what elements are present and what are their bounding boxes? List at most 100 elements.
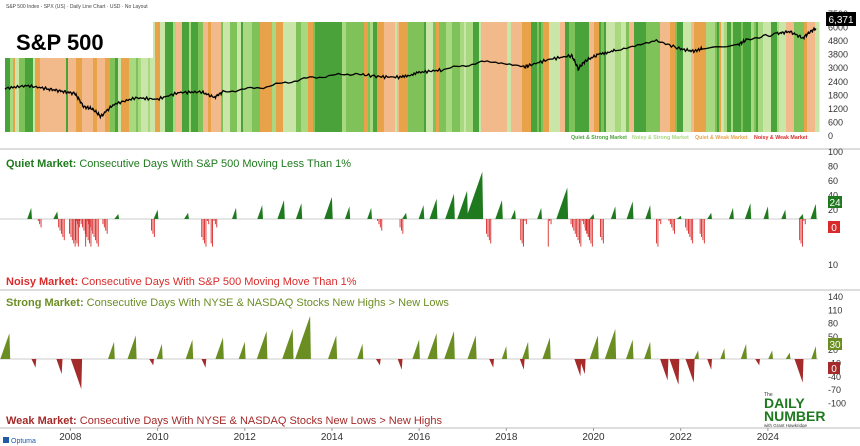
- noisy-market-label: Noisy Market: Consecutive Days With S&P …: [6, 276, 357, 288]
- noisy-market-bar: [96, 219, 98, 244]
- regime-band: [118, 22, 122, 132]
- regime-band: [777, 22, 780, 132]
- regime-band: [601, 22, 605, 132]
- strong-market-spike: [644, 341, 651, 359]
- regime-band: [115, 22, 119, 132]
- quiet-market-spike: [257, 205, 263, 219]
- x-tick-label: 2008: [59, 432, 82, 443]
- weak-market-spike: [660, 359, 669, 381]
- noisy-market-bar: [591, 219, 593, 247]
- quiet-market-spike: [153, 209, 159, 219]
- regime-band: [150, 22, 156, 132]
- regime-band: [252, 22, 261, 132]
- noisy-market-bar: [71, 219, 73, 241]
- regime-band: [583, 22, 590, 132]
- quiet-market-spike: [511, 209, 516, 219]
- noisy-market-bar: [550, 219, 552, 225]
- noisy-market-bar: [803, 219, 805, 221]
- regime-band: [5, 22, 11, 132]
- noisy-market-bar: [76, 219, 78, 244]
- regime-band: [129, 22, 137, 132]
- noisy-market-bar: [216, 219, 218, 228]
- weak-market-spike: [574, 359, 582, 377]
- regime-band: [370, 22, 374, 132]
- strong-label-rest: Consecutive Days With NYSE & NASDAQ Stoc…: [84, 297, 450, 309]
- noisy-market-bar: [102, 219, 104, 225]
- quiet-market-spike: [465, 171, 484, 219]
- regime-band: [296, 22, 302, 132]
- noisy-market-bar: [576, 219, 578, 237]
- quiet-market-spike: [402, 212, 407, 219]
- strong-market-spike: [0, 333, 11, 359]
- strong-market-spike: [108, 341, 115, 359]
- strong-market-spike: [215, 337, 224, 359]
- noisy-market-bar: [106, 219, 108, 234]
- noisy-market-bar: [574, 219, 576, 234]
- regime-band: [136, 22, 139, 132]
- quiet-label-rest: Consecutive Days With S&P 500 Moving Les…: [76, 158, 351, 170]
- noisy-market-bar: [669, 219, 671, 225]
- noisy-market-bar: [674, 219, 675, 234]
- noisy-market-bar: [202, 219, 204, 241]
- quiet-market-spike: [763, 206, 769, 219]
- regime-band: [727, 22, 732, 132]
- noisy-market-bar: [521, 219, 523, 244]
- regime-band: [243, 22, 248, 132]
- weak-market-spike: [579, 359, 586, 375]
- noisy-market-bar: [587, 219, 589, 237]
- regime-band: [815, 22, 820, 132]
- noisy-market-bar: [802, 219, 803, 247]
- noisy-market-bar: [688, 219, 689, 234]
- weak-market-spike: [201, 359, 207, 368]
- strong-market-bars: [0, 316, 817, 359]
- noisy-market-bar: [40, 219, 42, 228]
- regime-band: [198, 22, 204, 132]
- noisy-market-bar: [210, 219, 212, 244]
- noisy-market-bar: [600, 219, 601, 237]
- optuma-icon: [3, 437, 9, 443]
- regime-band: [731, 22, 734, 132]
- strong-market-spike: [238, 341, 246, 359]
- regime-band: [702, 22, 707, 132]
- noisy-market-bar: [77, 219, 79, 247]
- regime-band: [531, 22, 538, 132]
- regime-band: [615, 22, 622, 132]
- weak-market-spike: [56, 359, 63, 375]
- regime-band: [105, 22, 111, 132]
- regime-band: [683, 22, 692, 132]
- regime-legend: Quiet & Strong Market Noisy & Strong Mark…: [571, 135, 808, 141]
- regime-band: [221, 22, 224, 132]
- regime-band: [148, 22, 151, 132]
- noisy-market-bar: [601, 219, 603, 241]
- noisy-market-bars: [37, 219, 806, 247]
- logo-line2: NUMBER: [764, 408, 825, 424]
- panel3-y-tick: -100: [828, 398, 846, 408]
- strong-market-spike: [427, 333, 438, 359]
- regime-band: [594, 22, 600, 132]
- regime-band: [237, 22, 242, 132]
- strong-market-label: Strong Market: Consecutive Days With NYS…: [6, 297, 449, 309]
- regime-band: [560, 22, 566, 132]
- noisy-market-bar: [82, 219, 83, 228]
- regime-band: [141, 22, 149, 132]
- regime-band: [646, 22, 654, 132]
- noisy-market-bar: [212, 219, 213, 247]
- panel3-y-tick: 80: [828, 319, 838, 329]
- regime-band: [715, 22, 718, 132]
- price-y-tick: 4800: [828, 36, 848, 46]
- noisy-market-bar: [201, 219, 203, 237]
- noisy-market-bar: [378, 219, 380, 225]
- logo-line1: DAILY: [764, 395, 805, 411]
- regime-band: [807, 22, 816, 132]
- regime-band: [751, 22, 755, 132]
- regime-band: [724, 22, 728, 132]
- regime-band: [208, 22, 212, 132]
- quiet-market-spike: [445, 193, 455, 219]
- regime-band: [677, 22, 684, 132]
- quiet-market-spike: [707, 212, 712, 219]
- regime-band: [539, 22, 542, 132]
- noisy-market-bar: [690, 219, 692, 241]
- strong-market-spike: [412, 339, 420, 359]
- noisy-market-bar: [90, 219, 92, 247]
- price-y-tick: 2400: [828, 77, 848, 87]
